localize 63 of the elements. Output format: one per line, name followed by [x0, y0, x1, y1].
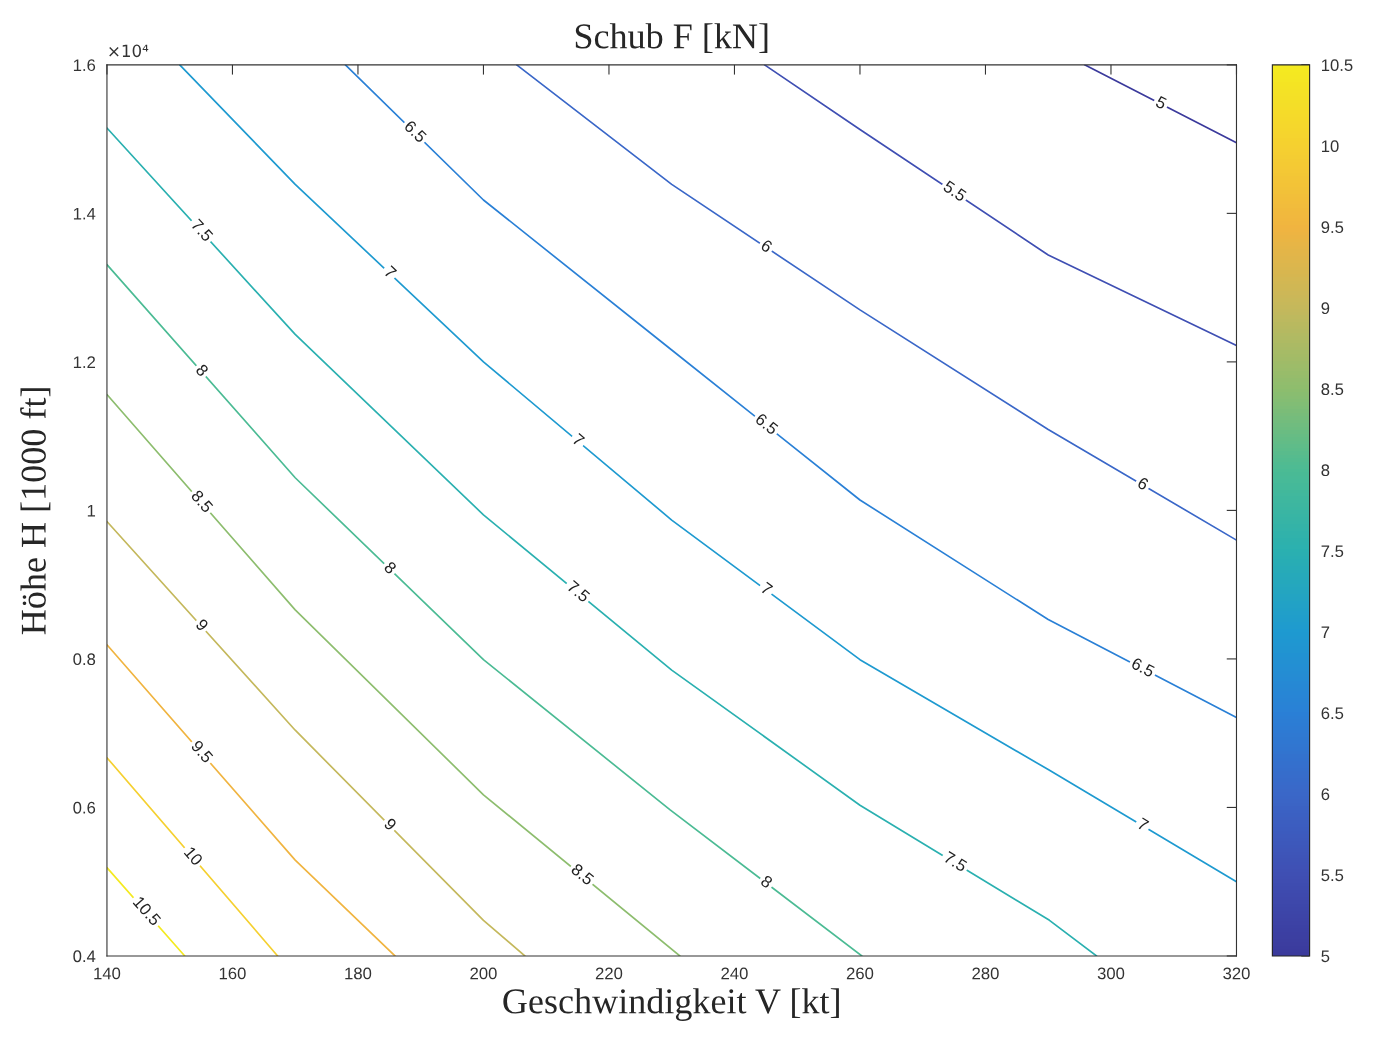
x-tick-label: 180	[345, 967, 372, 980]
color-bar-label: 8.5	[1321, 383, 1344, 396]
y-tick-label: 0.6	[73, 801, 96, 814]
line-series	[106, 520, 526, 956]
color-bar-label: 6.5	[1321, 707, 1344, 720]
text: 8	[383, 560, 398, 575]
color-bar-label: 8	[1321, 464, 1330, 477]
y-tick-label: 1.4	[73, 207, 96, 220]
x-tick-label: 140	[94, 967, 121, 980]
x-tick-label: 320	[1223, 967, 1250, 980]
color-bar-label: 9.5	[1321, 221, 1344, 234]
text: ×10⁴	[109, 44, 149, 58]
color-bar-label: 10	[1322, 140, 1339, 153]
text: 9	[195, 618, 210, 632]
line-series	[106, 393, 681, 956]
line-series	[515, 64, 1237, 541]
x-tick-label: 300	[1097, 967, 1125, 980]
text: 7.5	[190, 218, 214, 243]
y-tick-label: 1.6	[73, 59, 96, 72]
text: 7	[1136, 817, 1150, 832]
color-bar-label: 5.5	[1321, 869, 1344, 882]
text: 7	[760, 581, 774, 596]
text: 10	[183, 845, 204, 867]
text: 7.5	[566, 580, 591, 603]
x-axis-title: Geschwindigkeit V [kt]	[503, 988, 839, 1021]
line-series	[763, 64, 1237, 347]
y-tick-label: 1.2	[73, 356, 95, 368]
text: 9	[383, 817, 398, 832]
color-bar-label: 9	[1321, 302, 1330, 315]
text: 7.5	[943, 851, 968, 873]
text: 8.5	[570, 862, 595, 886]
x-tick-label: 260	[846, 967, 874, 980]
x-tick-label: 200	[470, 967, 497, 980]
line-series	[106, 263, 863, 956]
x-tick-label: 160	[219, 967, 246, 980]
text: 8	[760, 874, 774, 889]
text: 9.5	[190, 739, 214, 764]
y-tick-label: 0.4	[73, 950, 96, 963]
text: 6.5	[403, 119, 428, 144]
color-bar-label: 6	[1321, 788, 1330, 801]
color-bar-label: 10.5	[1322, 59, 1353, 72]
chart-title: Schub F [kN]	[575, 23, 768, 54]
y-axis-title: Höhe H [1000 ft]	[20, 388, 51, 635]
text: 7	[571, 433, 586, 447]
color-bar-label: 7.5	[1321, 545, 1344, 558]
text: 6	[1136, 476, 1150, 491]
color-bar-label: 5	[1321, 950, 1330, 963]
text: 6	[760, 238, 774, 254]
x-tick-label: 240	[721, 967, 748, 980]
color-bar-label: 7	[1321, 626, 1330, 638]
text: 8	[195, 363, 210, 378]
x-tick-label: 280	[972, 967, 999, 980]
line-series	[344, 64, 1237, 719]
x-tick-label: 220	[595, 967, 623, 980]
text: 6.5	[1130, 657, 1156, 678]
text: 8.5	[190, 489, 214, 514]
text: 7	[383, 265, 398, 279]
text: 6.5	[754, 412, 779, 436]
y-tick-label: 1	[87, 504, 96, 517]
text: 5	[1154, 95, 1168, 110]
y-tick-label: 0.8	[73, 653, 96, 666]
text: 10.5	[132, 895, 162, 927]
text: 5.5	[942, 180, 968, 202]
